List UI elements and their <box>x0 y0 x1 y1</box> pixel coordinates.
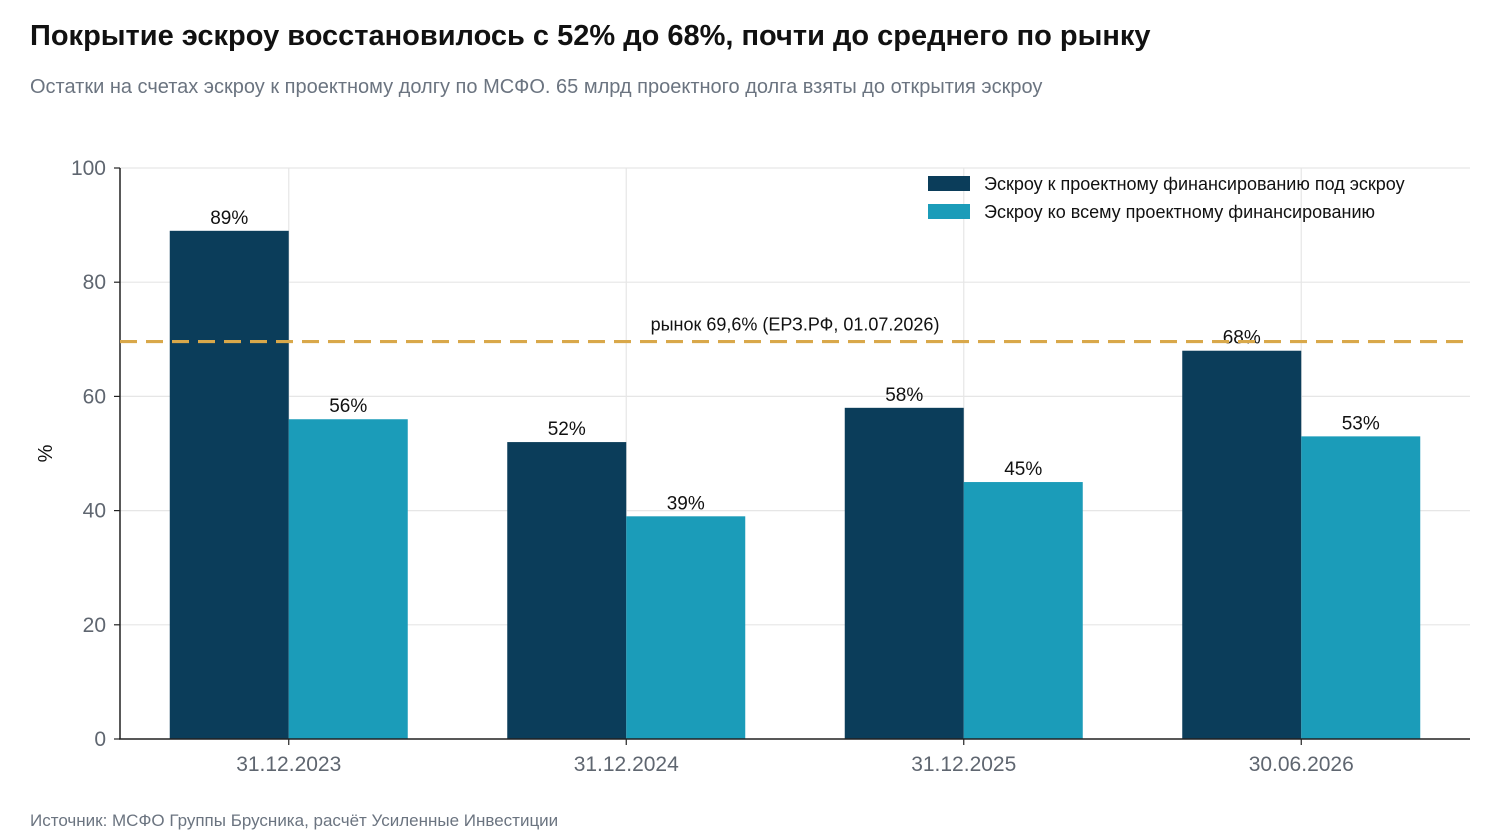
bar-escrow-total-3 <box>1301 436 1421 739</box>
legend-label: Эскроу к проектному финансированию под э… <box>984 174 1405 194</box>
market-reference-label: рынок 69,6% (ЕРЗ.РФ, 01.07.2026) <box>651 315 940 335</box>
source-note: Источник: МСФО Группы Брусника, расчёт У… <box>30 811 559 830</box>
data-label: 45% <box>1004 459 1042 480</box>
y-tick-label: 80 <box>83 271 106 294</box>
x-tick-label: 30.06.2026 <box>1249 753 1354 776</box>
data-label: 52% <box>548 419 586 440</box>
chart-title: Покрытие эскроу восстановилось с 52% до … <box>30 20 1151 52</box>
chart-subtitle: Остатки на счетах эскроу к проектному до… <box>30 76 1043 98</box>
y-axis-label: % <box>35 444 57 462</box>
legend-swatch <box>928 204 970 219</box>
y-tick-label: 40 <box>83 500 106 523</box>
data-label: 58% <box>885 385 923 406</box>
x-tick-label: 31.12.2023 <box>236 753 341 776</box>
y-tick-label: 100 <box>71 157 106 180</box>
data-label: 89% <box>210 208 248 229</box>
bar-escrow-project-3 <box>1182 350 1302 739</box>
bar-escrow-total-2 <box>963 482 1083 739</box>
data-label: 56% <box>329 396 367 417</box>
bar-escrow-project-2 <box>844 407 964 739</box>
bar-escrow-project-1 <box>507 442 627 739</box>
y-tick-label: 20 <box>83 614 106 637</box>
bar-escrow-project-0 <box>169 230 289 739</box>
legend-label: Эскроу ко всему проектному финансировани… <box>984 202 1375 222</box>
data-label: 68% <box>1223 328 1261 349</box>
legend-swatch <box>928 176 970 191</box>
x-tick-label: 31.12.2025 <box>911 753 1016 776</box>
y-tick-label: 60 <box>83 385 106 408</box>
bar-escrow-total-0 <box>288 419 408 739</box>
data-label: 39% <box>667 493 705 514</box>
x-tick-label: 31.12.2024 <box>574 753 679 776</box>
bar-escrow-total-1 <box>626 516 746 739</box>
data-label: 53% <box>1342 413 1380 434</box>
y-tick-label: 0 <box>94 728 106 751</box>
